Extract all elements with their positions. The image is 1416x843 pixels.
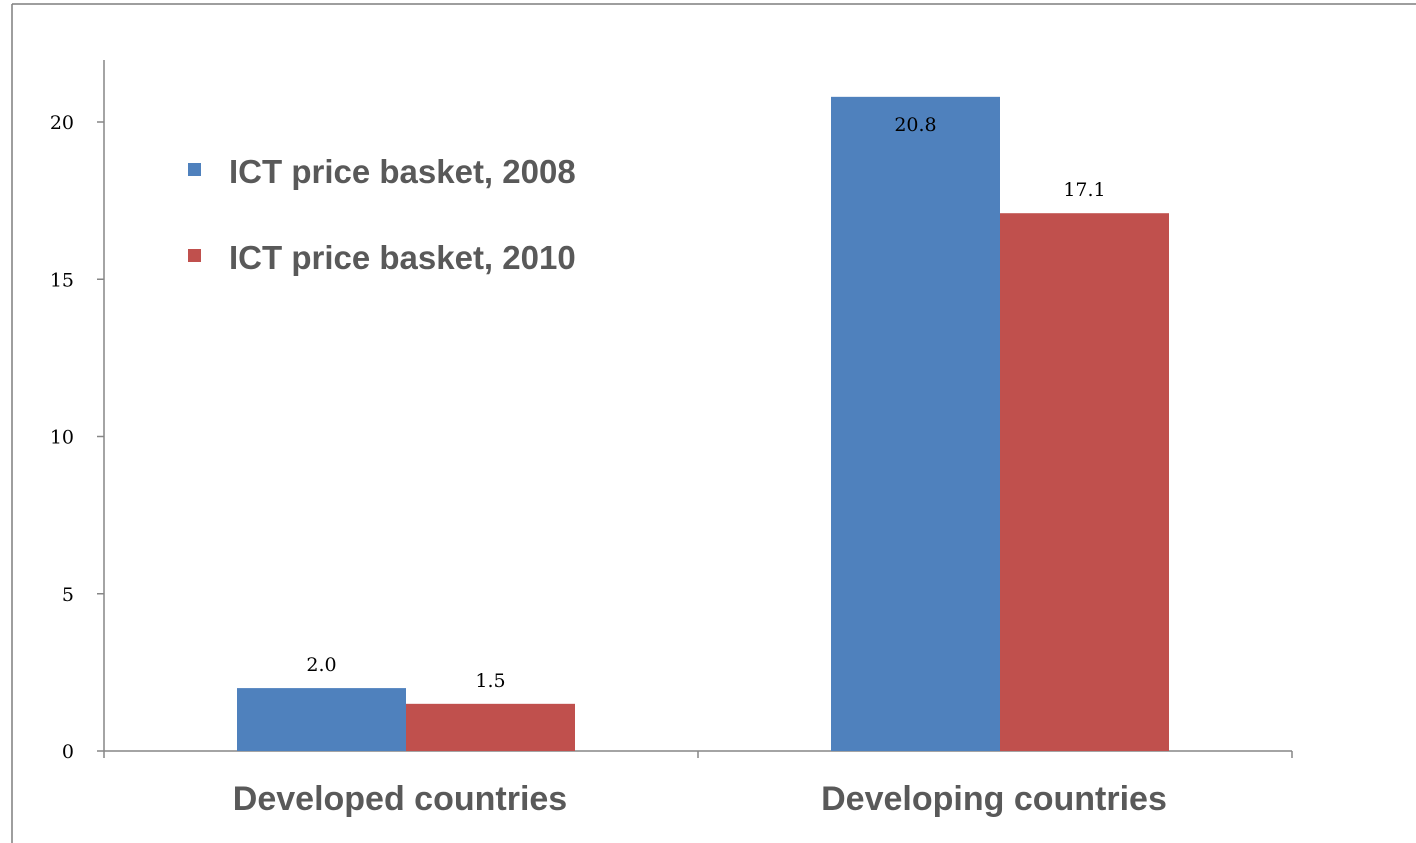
legend-label: ICT price basket, 2010 xyxy=(229,239,576,276)
x-category-label: Developed countries xyxy=(233,780,567,818)
y-tick-label: 5 xyxy=(62,584,74,606)
y-tick-label: 20 xyxy=(50,112,74,134)
y-tick-label: 0 xyxy=(62,741,74,763)
legend-swatch xyxy=(188,163,201,176)
y-tick-label: 10 xyxy=(50,427,74,449)
y-tick-label: 15 xyxy=(50,269,74,291)
bar-2010-developing xyxy=(1000,213,1169,751)
bar-2010-developed xyxy=(406,703,575,751)
data-label: 1.5 xyxy=(475,670,505,692)
legend: ICT price basket, 2008 ICT price basket, … xyxy=(188,153,576,276)
bar-2008-developed xyxy=(237,688,406,751)
data-label: 17.1 xyxy=(1063,179,1105,201)
labels: 0 5 10 15 20 2.0 1.5 Developed countries 20.8 17.… xyxy=(50,112,1167,818)
bar-2008-developing xyxy=(831,96,1000,752)
bars xyxy=(237,96,1169,752)
legend-label: ICT price basket, 2008 xyxy=(229,153,576,190)
data-label: 20.8 xyxy=(894,114,936,136)
data-label: 2.0 xyxy=(306,654,336,676)
legend-swatch xyxy=(188,249,201,262)
x-category-label: Developing countries xyxy=(821,780,1167,818)
